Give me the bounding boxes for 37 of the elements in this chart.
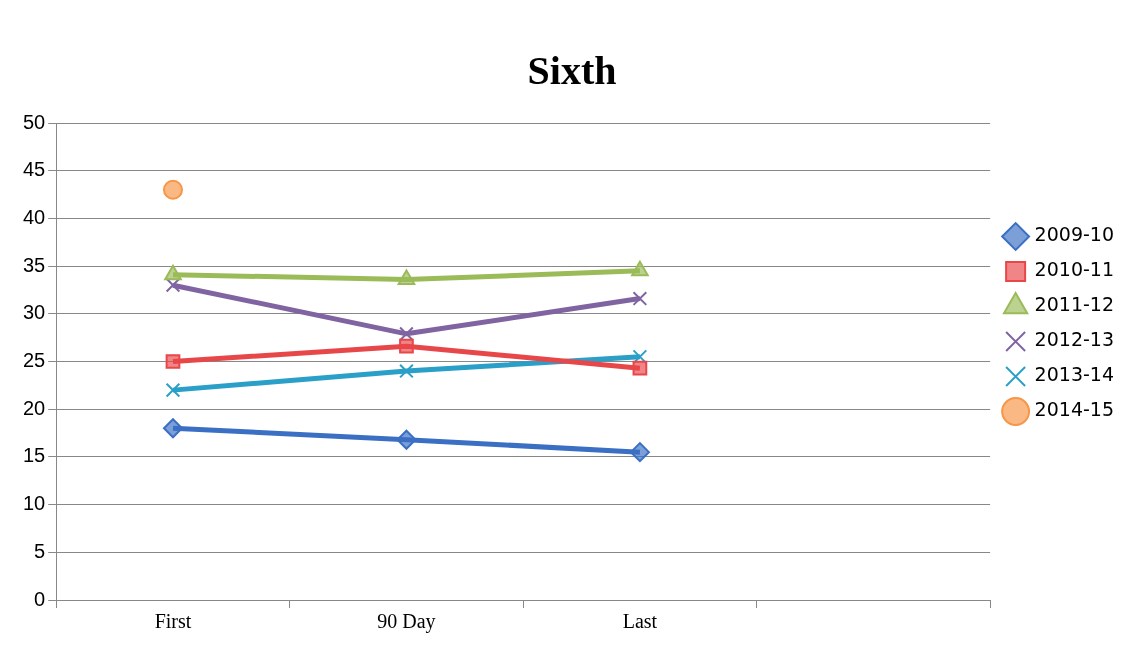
point: [165, 354, 181, 369]
y-tick-label: 45: [23, 158, 46, 181]
legend-label: 2010-11: [1034, 258, 1114, 281]
point: [396, 429, 417, 450]
point: [632, 349, 648, 365]
y-tick-label: 0: [34, 587, 46, 610]
point: [162, 418, 183, 439]
x-tick-label: 90 Day: [377, 610, 436, 634]
y-tick-label: 5: [34, 539, 46, 562]
point: [165, 382, 181, 398]
point: [165, 277, 181, 293]
legend-label: 2009-10: [1034, 223, 1114, 246]
legend-label: 2013-14: [1034, 363, 1114, 386]
y-tick-label: 40: [23, 205, 46, 228]
x-tick-label: First: [154, 610, 192, 633]
legend-label: 2012-13: [1034, 328, 1114, 351]
point: [162, 179, 183, 200]
point: [399, 363, 414, 379]
legend-label: 2011-12: [1034, 293, 1114, 316]
y-tick-label: 50: [23, 110, 46, 133]
y-tick-label: 25: [23, 349, 46, 372]
chart-title: Sixth: [527, 48, 617, 94]
point: [399, 326, 414, 342]
point: [632, 360, 648, 376]
point: [632, 291, 648, 306]
y-tick-label: 30: [23, 301, 46, 324]
point: [164, 264, 182, 281]
legend-label: 2014-15: [1034, 398, 1114, 421]
x-tick-label: Last: [622, 610, 658, 633]
point: [397, 269, 416, 285]
y-tick-label: 10: [23, 492, 46, 515]
y-tick-label: 15: [23, 444, 46, 467]
y-tick-label: 35: [23, 253, 46, 276]
point: [399, 338, 414, 354]
point: [629, 442, 650, 463]
y-tick-label: 20: [23, 396, 46, 419]
point: [631, 260, 649, 277]
